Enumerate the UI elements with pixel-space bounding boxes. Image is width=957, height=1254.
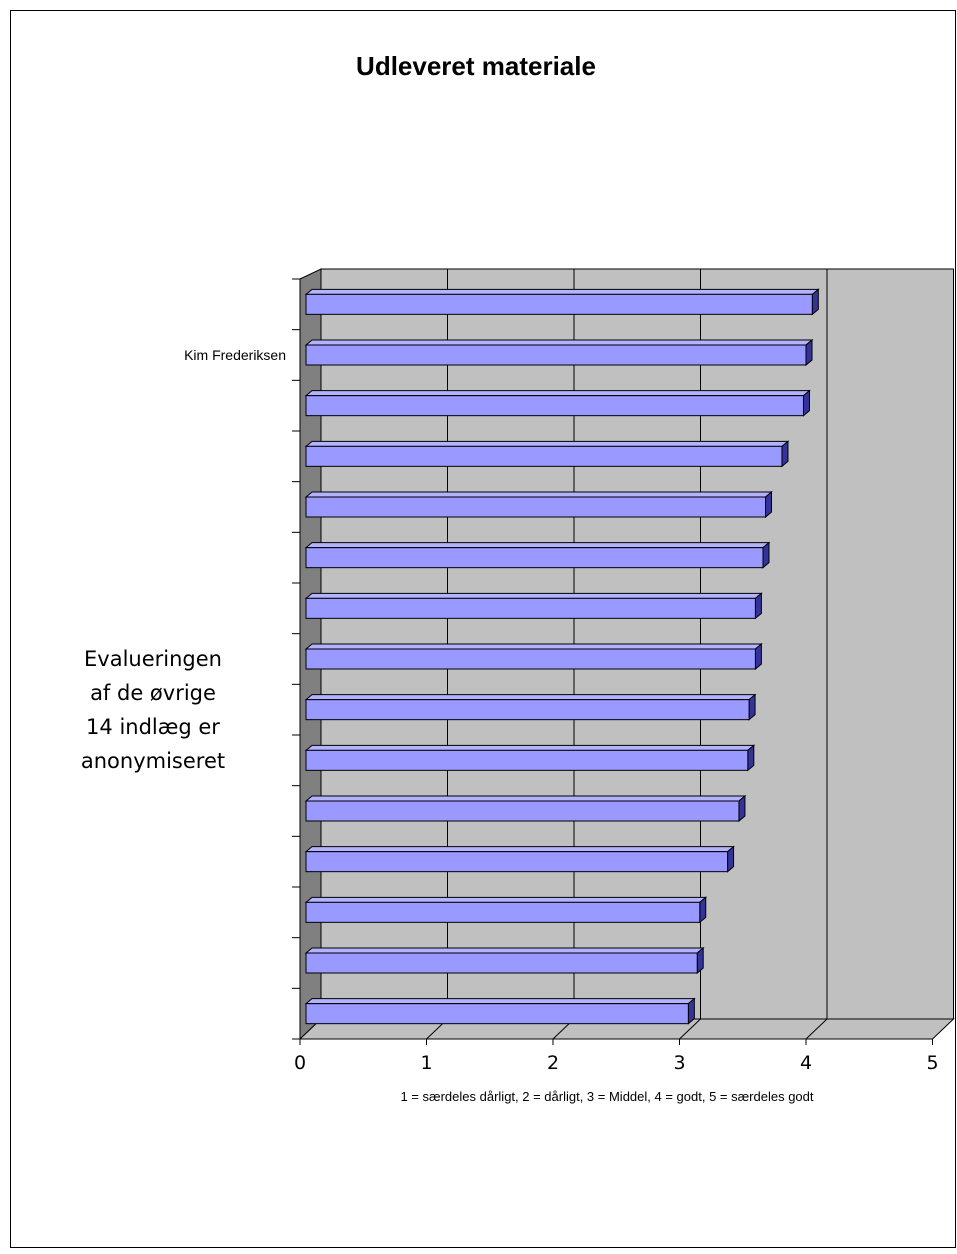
chart-title: Udleveret materiale [356,51,596,81]
bar-top [304,795,747,802]
bar-face [305,800,740,822]
x-tick-label: 4 [800,1052,812,1074]
x-axis-ticks: 0 1 2 3 4 5 [294,1039,939,1074]
y-category-label: Kim Frederiksen [184,347,286,363]
bar-top [304,440,790,447]
bar [304,896,708,924]
bar-face [305,1003,689,1025]
bar-end [696,946,704,975]
bar-face [305,344,807,366]
floor-gridline [805,1018,828,1040]
bar-end [805,338,813,367]
bar-end [754,642,762,671]
bar [304,693,757,721]
bar-top [304,643,763,650]
bar [304,642,763,671]
bar-top [304,947,705,954]
bar-face [305,597,756,619]
bar-top [304,694,757,701]
bar-top [304,339,814,346]
bar-end [811,288,819,316]
bar [304,338,814,367]
x-tick-label: 0 [294,1052,306,1074]
bar-end [802,389,810,417]
note-line: Evalueringen [84,647,222,671]
bar-end [754,592,762,620]
anonymization-note: Evalueringen af de øvrige 14 indlæg er anon… [81,647,225,773]
bar-top [304,288,820,295]
x-tick-label: 1 [420,1052,432,1074]
bar-top [304,744,756,751]
bar-face [305,901,701,923]
bar [304,592,763,620]
x-tick-label: 3 [673,1052,685,1074]
bar [304,794,747,823]
bar [304,845,735,873]
bar-face [305,699,750,721]
bar [304,946,705,975]
bar-face [305,952,698,974]
bar-face [305,648,756,670]
bar-end [747,744,755,772]
bar-end [762,541,770,569]
bar-face [305,395,804,417]
x-axis-label: 1 = særdeles dårligt, 2 = dårligt, 3 = M… [401,1089,814,1104]
bar-top [304,846,735,853]
bar [304,389,811,417]
bar [304,997,696,1025]
bar-top [304,998,696,1005]
bar-face [305,293,813,315]
y-axis-labels: Kim Frederiksen [184,347,286,363]
note-line: 14 indlæg er [86,715,220,739]
bar-top [304,491,773,498]
bar-top [304,592,763,599]
bar-end [738,794,746,823]
bar-top [304,896,708,903]
x-tick-label: 2 [547,1052,559,1074]
bar-end [687,997,695,1025]
bar [304,541,771,569]
bar [304,288,820,316]
bar-face [305,496,767,518]
note-line: anonymiseret [81,749,225,773]
bar-top [304,390,811,397]
bar [304,744,756,772]
bar-end [699,896,707,924]
bar-end [727,845,735,873]
floor-gridline [679,1018,701,1040]
bar-face [305,851,729,873]
bar-top [304,542,771,549]
bar-end [781,440,789,468]
bar-face [305,445,783,467]
bar [304,490,773,519]
bar-end [748,693,756,721]
note-line: af de øvrige [90,681,216,705]
bar [304,440,790,468]
bar-end [765,490,773,519]
x-tick-label: 5 [926,1052,938,1074]
chart-frame: Udleveret materiale 0 1 2 3 4 5 Kim Frederiks… [10,10,956,1248]
bar-face [305,547,764,569]
bars [304,288,820,1025]
bar-face [305,749,749,771]
bar-chart: Udleveret materiale 0 1 2 3 4 5 Kim Frederiks… [81,51,955,1104]
